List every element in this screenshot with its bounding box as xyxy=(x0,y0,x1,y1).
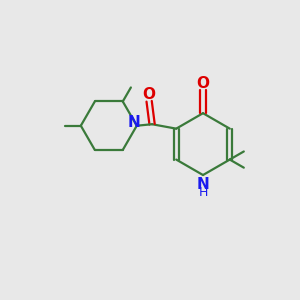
Text: N: N xyxy=(128,115,141,130)
Text: O: O xyxy=(196,76,209,91)
Text: O: O xyxy=(142,87,156,102)
Text: H: H xyxy=(198,186,208,199)
Text: N: N xyxy=(196,177,209,192)
